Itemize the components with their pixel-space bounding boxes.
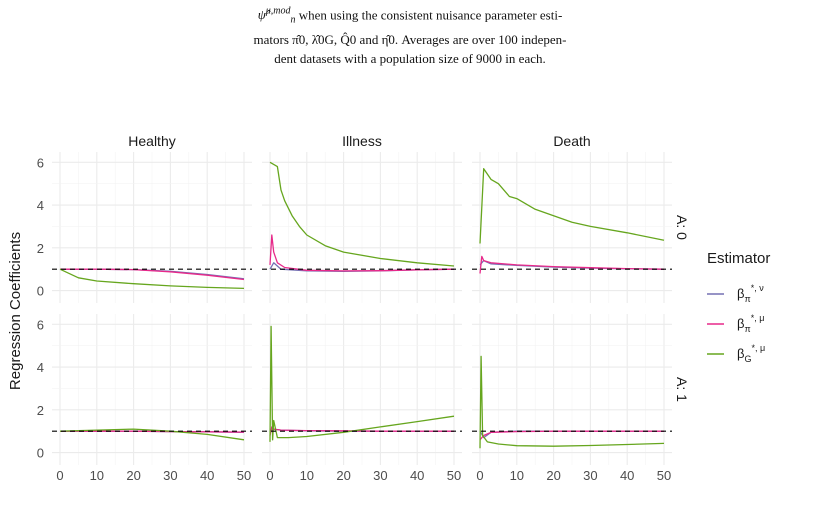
y-tick-label: 4 xyxy=(37,198,44,213)
panel xyxy=(52,314,252,465)
panel xyxy=(472,314,672,465)
y-tick-label: 6 xyxy=(37,317,44,332)
facet-label-healthy: Healthy xyxy=(128,133,175,149)
series-line-beta_pi_mu xyxy=(479,255,665,274)
panel xyxy=(472,152,672,303)
panel xyxy=(262,152,462,303)
x-tick-label: 0 xyxy=(56,468,63,483)
series-line-beta_G_mu xyxy=(269,325,455,442)
x-tick-label: 30 xyxy=(163,468,177,483)
y-tick-label: 4 xyxy=(37,360,44,375)
y-tick-label: 0 xyxy=(37,284,44,299)
panel xyxy=(52,152,252,303)
facet-label-illness: Illness xyxy=(342,133,382,149)
series-line-beta_G_mu xyxy=(479,355,665,449)
x-tick-label: 40 xyxy=(410,468,424,483)
x-tick-label: 20 xyxy=(546,468,560,483)
series-line-beta_G_mu xyxy=(59,428,245,441)
facet-row-label: A: 0 xyxy=(674,215,690,240)
caption-symbol: ψ̂μ,modn xyxy=(257,6,296,26)
legend-title: Estimator xyxy=(707,250,770,267)
y-tick-label: 6 xyxy=(37,155,44,170)
series-line-beta_pi_mu xyxy=(269,234,455,272)
x-tick-label: 10 xyxy=(300,468,314,483)
facet-label-death: Death xyxy=(553,133,590,149)
caption-line-2: mators π̂0, λ̂0G, Q̂0 and η̂0. Averages … xyxy=(253,31,567,47)
figure-caption: ψ̂μ,modn when using the consistent nuisa… xyxy=(170,2,650,68)
y-tick-label: 0 xyxy=(37,446,44,461)
x-tick-label: 20 xyxy=(336,468,350,483)
x-tick-label: 50 xyxy=(657,468,671,483)
x-tick-label: 40 xyxy=(620,468,634,483)
y-tick-label: 2 xyxy=(37,241,44,256)
x-tick-label: 10 xyxy=(510,468,524,483)
x-tick-label: 30 xyxy=(373,468,387,483)
series-line-beta_G_mu xyxy=(269,161,455,267)
series-line-beta_G_mu xyxy=(479,168,665,244)
facet-row-label: A: 1 xyxy=(674,377,690,402)
x-tick-label: 10 xyxy=(90,468,104,483)
x-tick-label: 0 xyxy=(266,468,273,483)
panel xyxy=(262,314,462,465)
legend-label-beta_pi_mu: βπ*, μ xyxy=(737,313,764,334)
x-tick-label: 50 xyxy=(237,468,251,483)
x-tick-label: 20 xyxy=(126,468,140,483)
x-tick-label: 40 xyxy=(200,468,214,483)
y-axis-label: Regression Coefficients xyxy=(7,232,24,390)
legend-label-beta_pi_nu: βπ*, ν xyxy=(737,283,764,304)
legend-label-beta_G_mu: βG*, μ xyxy=(737,343,765,364)
x-tick-label: 30 xyxy=(583,468,597,483)
x-tick-label: 0 xyxy=(476,468,483,483)
caption-line-3: dent datasets with a population size of … xyxy=(274,50,546,66)
y-tick-label: 2 xyxy=(37,403,44,418)
x-tick-label: 50 xyxy=(447,468,461,483)
caption-line-1: ψ̂μ,modn when using the consistent nuisa… xyxy=(257,6,563,26)
series-line-beta_G_mu xyxy=(59,268,245,290)
